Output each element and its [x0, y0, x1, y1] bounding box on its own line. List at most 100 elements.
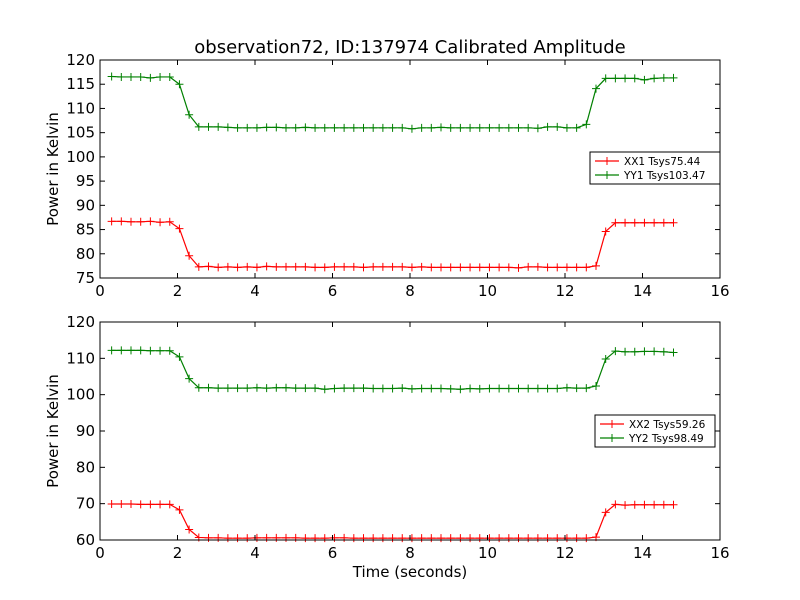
- data-point: [417, 384, 426, 393]
- data-point: [252, 383, 261, 392]
- data-point: [136, 346, 145, 355]
- data-point: [378, 123, 387, 132]
- data-point: [475, 123, 484, 132]
- data-point: [407, 534, 416, 543]
- data-point: [611, 218, 620, 227]
- data-point: [301, 123, 310, 132]
- data-point: [407, 124, 416, 133]
- x-tick-label: 12: [555, 282, 574, 300]
- data-point: [146, 346, 155, 355]
- data-point: [330, 262, 339, 271]
- data-point: [204, 122, 213, 131]
- data-point: [601, 508, 610, 517]
- data-point: [282, 123, 290, 132]
- data-point: [611, 347, 620, 356]
- data-point: [466, 384, 475, 393]
- data-point: [543, 384, 552, 393]
- data-point: [378, 384, 387, 393]
- data-point: [640, 218, 649, 227]
- data-point: [262, 384, 271, 393]
- x-tick-label: 8: [405, 282, 415, 300]
- data-point: [533, 534, 542, 543]
- legend-marker: [608, 434, 616, 442]
- legend-label: YY2 Tsys98.49: [628, 433, 704, 445]
- y-tick-label: 80: [76, 458, 95, 476]
- y-tick-label: 60: [76, 531, 95, 549]
- data-point: [485, 384, 494, 393]
- data-point: [340, 123, 349, 132]
- data-point: [146, 500, 155, 509]
- y-tick-label: 85: [76, 221, 95, 239]
- data-point: [572, 384, 581, 393]
- data-point: [417, 534, 426, 543]
- data-point: [582, 534, 591, 543]
- data-point: [204, 262, 213, 271]
- y-tick-label: 80: [76, 245, 95, 263]
- data-point: [165, 72, 174, 81]
- data-point: [524, 262, 533, 271]
- data-point: [282, 262, 290, 271]
- data-point: [156, 346, 165, 355]
- data-point: [185, 525, 194, 534]
- data-point: [524, 384, 533, 393]
- data-point: [427, 534, 436, 543]
- panels: 0 2 4 6 8 10 12 14 167580859095100105110115120Po…: [44, 51, 730, 581]
- data-point: [282, 383, 290, 392]
- y-tick-label: 110: [66, 99, 95, 117]
- data-point: [572, 123, 581, 132]
- data-point: [592, 84, 600, 93]
- data-point: [117, 500, 126, 509]
- data-point: [388, 262, 397, 271]
- data-point: [611, 500, 620, 509]
- y-tick-label: 100: [66, 386, 95, 404]
- data-point: [378, 534, 387, 543]
- data-point: [650, 74, 659, 83]
- data-point: [127, 346, 135, 355]
- data-point: [417, 262, 426, 271]
- data-point: [475, 384, 484, 393]
- data-point: [582, 120, 591, 129]
- data-point: [136, 72, 145, 81]
- data-point: [630, 218, 639, 227]
- data-point: [156, 500, 165, 509]
- data-point: [601, 227, 610, 236]
- data-point: [233, 263, 242, 272]
- data-point: [311, 123, 320, 132]
- data-point: [243, 534, 252, 543]
- data-point: [214, 122, 223, 131]
- series-2: [107, 72, 678, 133]
- data-point: [630, 500, 639, 509]
- legend-marker: [603, 171, 611, 179]
- x-tick-label: 2: [173, 282, 183, 300]
- data-point: [252, 123, 261, 132]
- data-point: [669, 348, 678, 357]
- series-2: [107, 346, 678, 394]
- data-point: [562, 383, 571, 392]
- y-tick-label: 120: [66, 313, 95, 331]
- data-point: [127, 217, 135, 226]
- legend-label: XX1 Tsys75.44: [624, 156, 701, 168]
- legend-box: [589, 151, 721, 185]
- data-point: [562, 123, 571, 132]
- data-point: [340, 384, 349, 393]
- data-point: [553, 263, 562, 272]
- data-point: [398, 262, 407, 271]
- data-point: [456, 123, 465, 132]
- data-point: [117, 72, 126, 81]
- data-point: [640, 500, 649, 509]
- data-point: [320, 534, 329, 543]
- legend-box: [594, 414, 716, 448]
- data-point: [640, 75, 649, 84]
- data-point: [650, 347, 659, 356]
- data-point: [127, 500, 135, 509]
- y-tick-label: 90: [76, 196, 95, 214]
- data-point: [504, 384, 513, 393]
- data-point: [107, 500, 116, 509]
- y-tick-label: 95: [76, 172, 95, 190]
- data-point: [466, 534, 475, 543]
- data-point: [475, 263, 484, 272]
- data-point: [301, 262, 310, 271]
- y-tick-label: 90: [76, 422, 95, 440]
- data-point: [495, 534, 504, 543]
